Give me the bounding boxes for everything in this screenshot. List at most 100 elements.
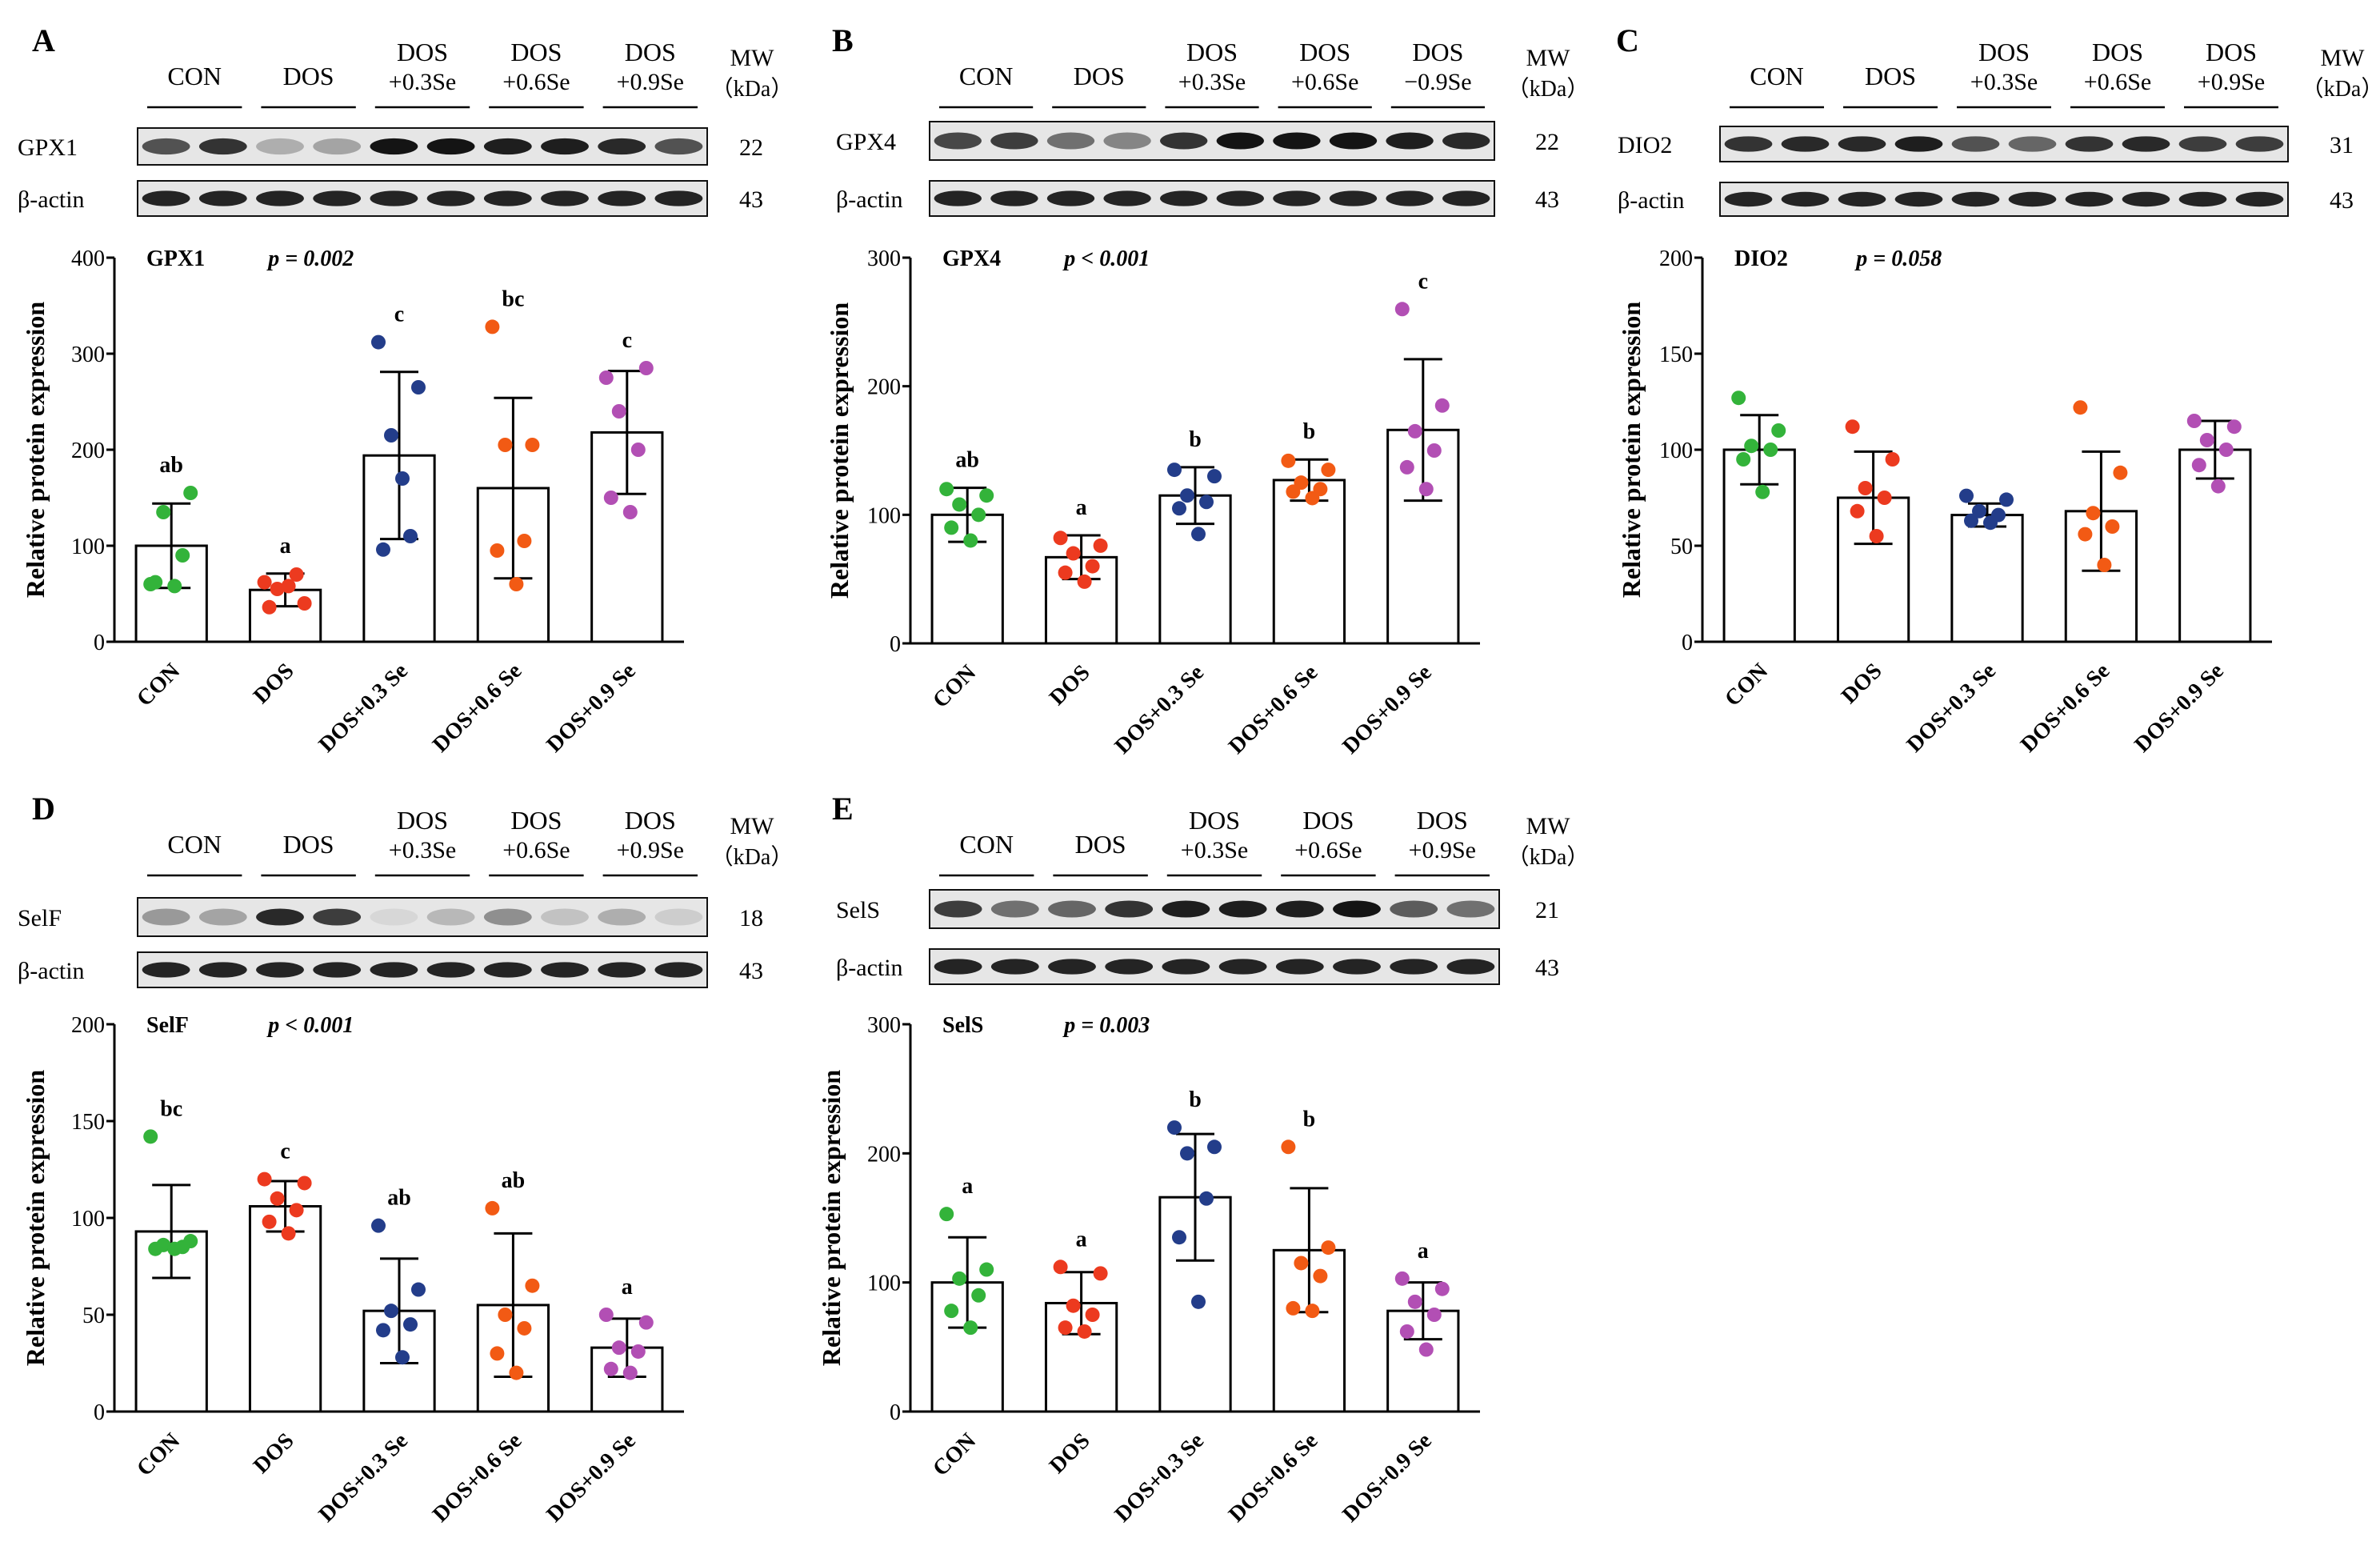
lane-header: CON <box>959 62 1014 90</box>
data-point <box>1286 484 1301 499</box>
data-point <box>944 1304 959 1319</box>
lane-header: CON <box>1750 62 1804 90</box>
data-point <box>1313 1268 1328 1284</box>
data-point <box>167 579 182 594</box>
data-point <box>403 1317 418 1332</box>
lane-header-line2: +0.6Se <box>502 837 570 863</box>
blot-label: GPX1 <box>18 134 78 161</box>
mw-label: MW <box>1526 813 1571 839</box>
blot-label: DIO2 <box>1618 132 1672 158</box>
blot-band <box>1894 136 1943 152</box>
blot-band <box>1216 190 1264 206</box>
lane-header-line1: DOS <box>2092 38 2143 66</box>
blot-band <box>1446 900 1495 918</box>
blot-band <box>1386 132 1434 150</box>
x-tick-label: DOS+0.9 Se <box>542 1428 640 1527</box>
blot-mw: 43 <box>1535 186 1559 213</box>
x-tick-label: DOS+0.6 Se <box>428 1428 526 1527</box>
panel-b: B CON DOS DOS +0.3Se DOS +0.6Se DOS −0.9Se MW （kDa… <box>825 22 1589 759</box>
significance-letter: a <box>962 1174 973 1199</box>
blot-band <box>1390 900 1438 918</box>
blot-band <box>990 190 1038 206</box>
p-value: p = 0.002 <box>266 246 354 271</box>
panel-letter: D <box>32 791 55 827</box>
significance-letter: ab <box>502 1168 526 1193</box>
blot-band <box>1724 191 1773 207</box>
data-point <box>1085 1308 1100 1322</box>
data-point <box>525 1278 540 1293</box>
data-point <box>498 438 513 452</box>
significance-letter: c <box>280 1139 290 1164</box>
data-point <box>1172 501 1186 516</box>
data-point <box>1399 459 1414 475</box>
blot-band <box>198 190 247 206</box>
blot-band <box>1329 132 1378 150</box>
data-point <box>1418 482 1434 497</box>
panel-letter: B <box>832 22 854 58</box>
data-point <box>371 1218 386 1233</box>
y-tick-label: 400 <box>71 246 105 271</box>
blot-band <box>483 908 532 926</box>
blot-band <box>654 190 703 206</box>
lane-header-line1: DOS <box>1189 806 1240 835</box>
kda-label: （kDa） <box>711 844 794 870</box>
data-point <box>384 428 398 443</box>
blot-label: β-actin <box>18 958 85 984</box>
data-point <box>2113 465 2128 480</box>
data-point <box>1077 574 1092 589</box>
data-point <box>1959 488 1974 503</box>
blot-band <box>990 959 1039 975</box>
data-point <box>2073 400 2088 415</box>
blot-band <box>1446 959 1495 975</box>
bar <box>1950 514 2024 643</box>
blot-band <box>1103 190 1151 206</box>
data-point <box>384 1304 398 1319</box>
kda-label: （kDa） <box>1507 844 1590 870</box>
lane-header: DOS <box>1075 830 1126 859</box>
mw-label: MW <box>1526 45 1571 71</box>
data-point <box>1281 453 1296 468</box>
chart-title: GPX4 <box>942 246 1001 271</box>
y-axis-label: Relative protein expression <box>21 1070 50 1367</box>
data-point <box>1731 390 1746 406</box>
data-point <box>485 319 500 334</box>
blot-band <box>1048 900 1096 918</box>
blot-band <box>142 908 190 926</box>
blot-band <box>990 132 1038 150</box>
y-tick-label: 200 <box>867 1142 901 1167</box>
blot-label: SelS <box>836 897 880 923</box>
blot-band <box>142 962 190 978</box>
significance-letter: bc <box>160 1096 182 1121</box>
data-point <box>603 1361 618 1376</box>
data-point <box>1199 1191 1214 1206</box>
data-point <box>1167 463 1182 478</box>
y-tick-label: 50 <box>82 1304 105 1328</box>
blot-band <box>541 190 589 206</box>
chart-title: SelS <box>942 1013 983 1038</box>
lane-header-line2: +0.3Se <box>1181 837 1248 863</box>
panel-c: C CON DOS DOS +0.3Se DOS +0.6Se DOS +0.9Se MW （kDa… <box>1616 22 2380 757</box>
data-point <box>638 1315 654 1330</box>
lane-header: CON <box>167 830 222 859</box>
lane-header-line2: +0.9Se <box>617 69 684 95</box>
blot-band <box>541 138 589 155</box>
blot-band <box>483 962 532 978</box>
blot-label: β-actin <box>1618 187 1685 214</box>
data-point <box>1763 443 1778 457</box>
blot-band <box>256 962 304 978</box>
blot-band <box>654 908 703 926</box>
y-tick-label: 100 <box>867 1272 901 1296</box>
data-point <box>1191 527 1206 542</box>
data-point <box>1983 515 1998 531</box>
blot-band <box>1333 900 1381 918</box>
blot-band <box>198 908 247 926</box>
y-tick-label: 300 <box>867 246 901 271</box>
blot-band <box>934 190 982 206</box>
data-point <box>1850 503 1865 519</box>
chart-title: GPX1 <box>146 246 205 271</box>
lane-header: CON <box>167 62 222 90</box>
data-point <box>603 491 618 505</box>
data-point <box>939 1207 954 1222</box>
data-point <box>262 599 277 615</box>
blot-band <box>1160 132 1208 150</box>
